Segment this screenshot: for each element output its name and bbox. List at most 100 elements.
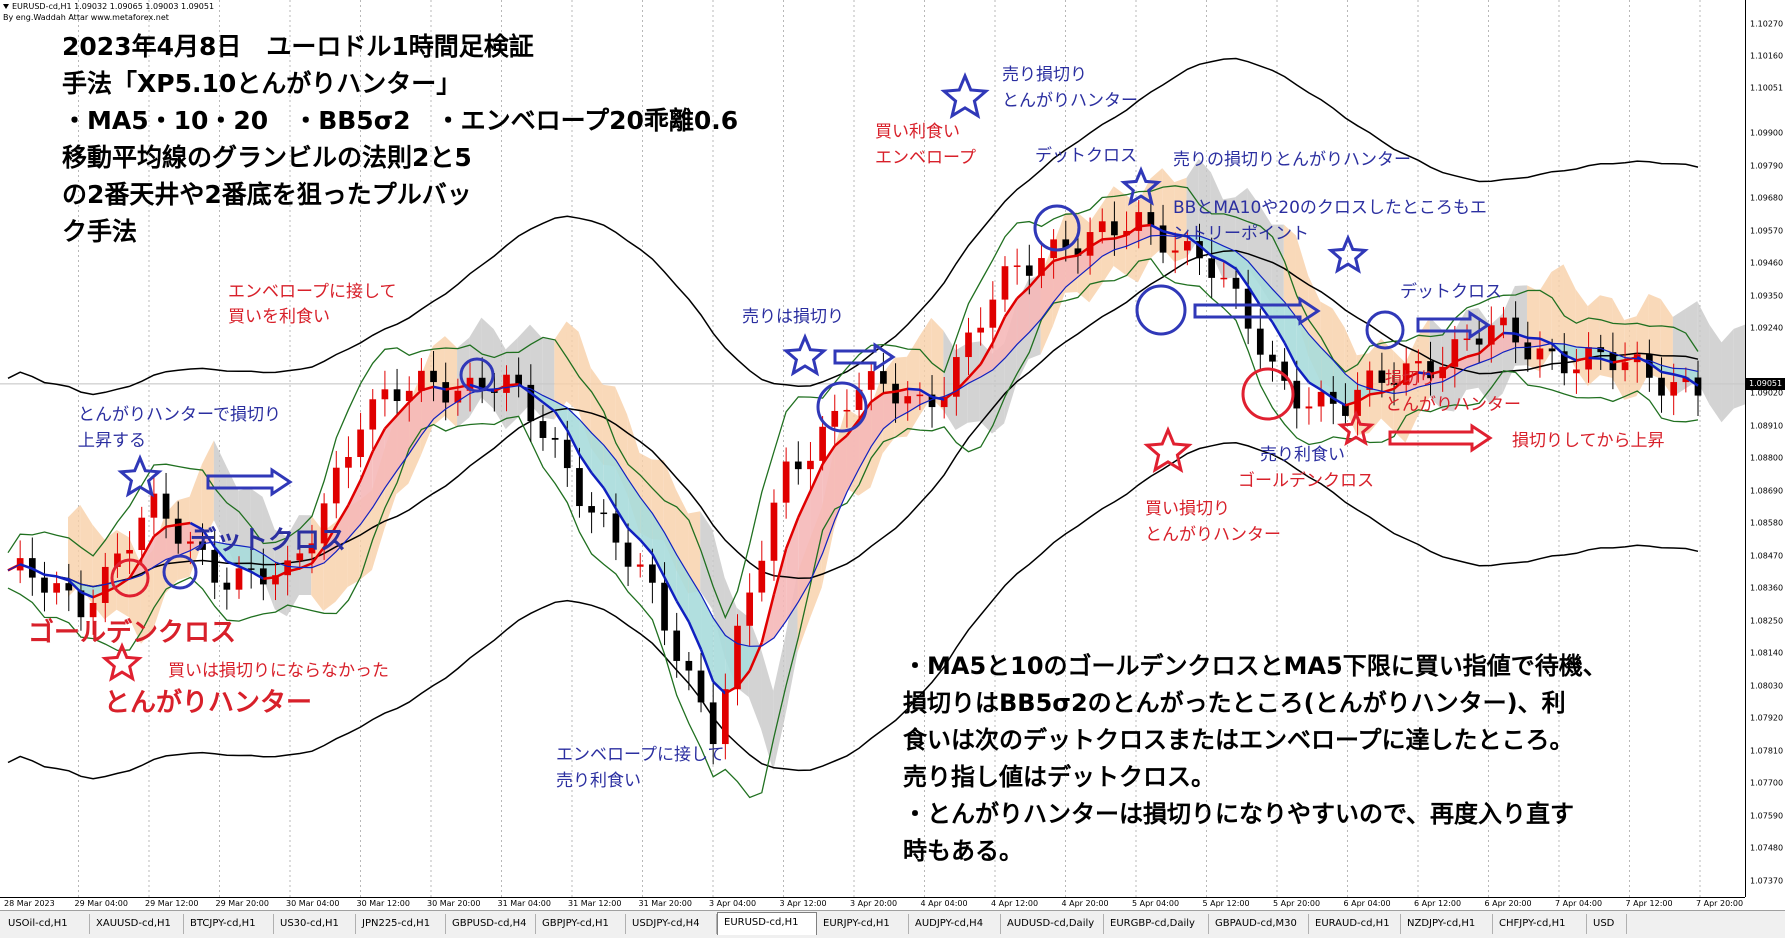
ma5-segment (1673, 373, 1687, 379)
ma5-segment (955, 376, 970, 392)
symbol-info-line2: By eng.Waddah Attar www.metaforex.net (3, 13, 169, 22)
candle-body (1256, 328, 1264, 355)
ma5-segment (1478, 341, 1493, 355)
ichimoku-cloud (761, 649, 774, 771)
ma5-segment (675, 600, 690, 623)
chart-area[interactable]: EURUSD-cd,H1 1.09032 1.09065 1.09003 1.0… (0, 0, 1745, 897)
candle-body (454, 390, 462, 403)
ma5-segment (772, 548, 788, 595)
candle-body (1646, 354, 1653, 378)
ma5-segment (1393, 377, 1408, 390)
title-line: 2023年4月8日 ユーロドル1時間足検証 (62, 32, 534, 61)
annotation: ントリーポイント (1173, 224, 1309, 244)
ma5-segment (421, 385, 434, 392)
candle-body (1402, 363, 1410, 385)
candle-body (1512, 317, 1519, 343)
price-axis-label: 1.08030 (1750, 681, 1784, 691)
candle-body (1390, 382, 1398, 385)
symbol-tab[interactable]: USDJPY-cd,H4 (626, 914, 717, 934)
symbol-tab[interactable]: GBPJPY-cd,H1 (536, 914, 626, 934)
candle-body (1597, 347, 1605, 353)
ma5-segment (140, 535, 155, 559)
price-axis-label: 1.09350 (1750, 291, 1784, 301)
symbol-tab[interactable]: GBPUSD-cd,H4 (446, 914, 536, 934)
ma5-segment (153, 525, 167, 538)
ma5-segment (1332, 397, 1347, 407)
ma-fill (1296, 317, 1309, 383)
method-note: ・MA5と10のゴールデンクロスとMA5下限に買い指値で待機、 損切りはBB5σ… (903, 648, 1607, 870)
symbol-tab[interactable]: USOil-cd,H1 (2, 914, 90, 934)
candle-body (673, 630, 681, 661)
ichimoku-cloud (116, 529, 129, 618)
ichimoku-cloud (517, 324, 531, 418)
signal-circle (1365, 310, 1405, 350)
candle-body (1439, 366, 1447, 379)
direction-arrow (1416, 310, 1491, 340)
candle-body (1098, 221, 1106, 233)
direction-arrow (206, 467, 293, 497)
ma-fill (409, 390, 422, 454)
ma-fill (628, 479, 641, 540)
candle-body (247, 568, 255, 570)
symbol-tab[interactable]: BTCJPY-cd,H1 (184, 914, 274, 934)
signal-circle (1241, 367, 1295, 421)
annotation: 売り利食い (556, 771, 641, 791)
ma-fill (773, 548, 787, 638)
candle-body (1427, 361, 1434, 379)
candle-body (515, 374, 522, 385)
price-axis[interactable]: 1.10270 1.10160 1.10051 1.09900 1.09790 1.096… (1745, 0, 1785, 897)
candle-body (1475, 338, 1483, 345)
ma-fill (1321, 347, 1334, 399)
annotation: 売りの損切りとんがりハンター (1173, 150, 1411, 170)
ma5-segment (1320, 388, 1334, 400)
symbol-tab[interactable]: EURAUD-cd,H1 (1309, 914, 1401, 934)
symbol-tab[interactable]: EURJPY-cd,H1 (817, 914, 909, 934)
ichimoku-cloud (201, 440, 214, 545)
symbol-tab[interactable]: AUDJPY-cd,H4 (909, 914, 1001, 934)
ma-fill (239, 545, 252, 572)
symbol-tab[interactable]: GBPAUD-cd,M30 (1209, 914, 1309, 934)
ma-fill (336, 504, 349, 552)
symbol-tab[interactable]: NZDJPY-cd,H1 (1401, 914, 1493, 934)
signal-circle (1033, 204, 1081, 252)
candle-body (1293, 380, 1301, 409)
symbol-tab[interactable]: US30-cd,H1 (274, 914, 356, 934)
candle-body (624, 542, 632, 567)
candle-body (928, 394, 936, 408)
candle-body (576, 468, 583, 507)
ma5-segment (1551, 342, 1566, 356)
envelope-lower (7, 442, 1699, 780)
symbol-tab[interactable]: CHFJPY-cd,H1 (1493, 914, 1587, 934)
price-axis-label: 1.09460 (1750, 258, 1784, 268)
ma5-segment (1003, 297, 1019, 318)
annotation: とんがりハンター (1145, 525, 1281, 545)
time-axis-label: 28 Mar 2023 (4, 899, 55, 908)
candle-body (551, 437, 559, 440)
ma5-segment (602, 487, 617, 510)
candle-body (1038, 258, 1045, 276)
symbol-tab[interactable]: USD (1587, 914, 1627, 934)
time-axis-label: 7 Apr 12:00 (1625, 899, 1673, 908)
ma5-segment (274, 570, 289, 579)
candle-body (41, 577, 48, 593)
ma5-segment (433, 385, 446, 391)
symbol-tab[interactable]: EURUSD-cd,H1 (717, 912, 817, 935)
symbol-tab[interactable]: AUDUSD-cd,Daily (1001, 914, 1104, 934)
collapse-triangle-icon[interactable] (3, 4, 9, 9)
ma-fill (1223, 246, 1236, 269)
candle-body (588, 506, 595, 513)
symbol-tab[interactable]: XAUUSD-cd,H1 (90, 914, 184, 934)
time-axis[interactable]: 28 Mar 2023 29 Mar 04:00 29 Mar 12:00 29 Ma… (0, 897, 1745, 911)
candle-body (1536, 348, 1544, 360)
ma5-segment (1053, 256, 1067, 263)
ma5-segment (1198, 244, 1213, 258)
ichimoku-cloud (299, 515, 312, 595)
candle-body (965, 332, 972, 358)
ma5-segment (178, 521, 191, 526)
ichimoku-cloud (1283, 224, 1296, 316)
symbol-tab[interactable]: EURGBP-cd,Daily (1104, 914, 1209, 934)
ma-fill (1235, 251, 1249, 287)
symbol-tab[interactable]: JPN225-cd,H1 (356, 914, 446, 934)
price-chart[interactable] (0, 0, 1745, 897)
candle-body (162, 493, 170, 519)
